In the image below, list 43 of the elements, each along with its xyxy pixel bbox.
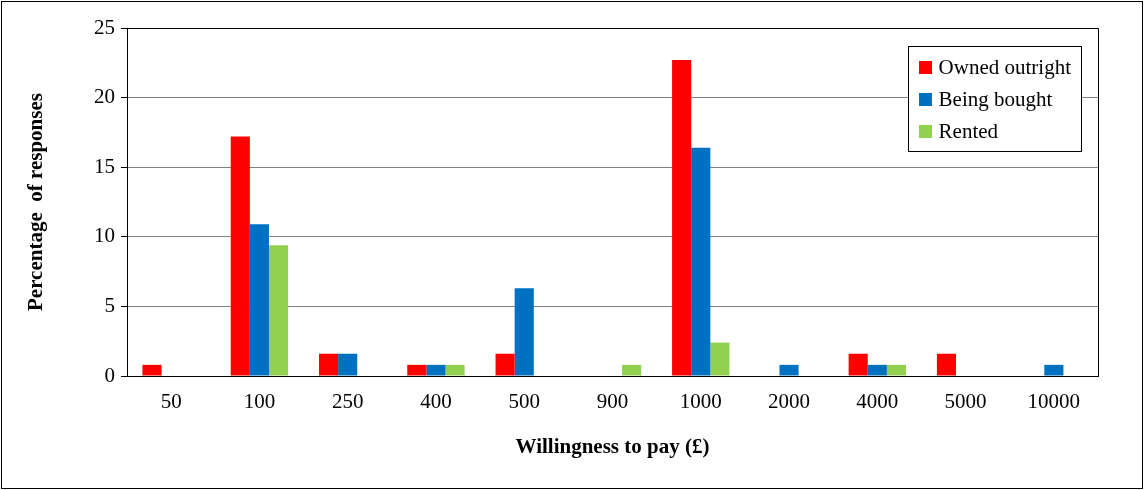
y-tick-label: 10 (94, 223, 115, 248)
x-tick-label: 100 (243, 389, 276, 414)
y-tick-label: 5 (104, 292, 115, 317)
y-tick-label: 15 (94, 153, 115, 178)
y-tick-label: 20 (94, 84, 115, 109)
bar (691, 147, 711, 376)
bar (867, 364, 887, 376)
x-tick-label: 500 (508, 389, 540, 414)
y-tick-label: 25 (94, 14, 115, 39)
bar (338, 353, 358, 376)
x-axis-title: Willingness to pay (£) (515, 433, 710, 458)
bar (230, 136, 250, 376)
bar (268, 245, 289, 376)
bar (407, 364, 427, 376)
bar (886, 364, 907, 376)
bar (936, 353, 957, 376)
bar (495, 353, 515, 376)
x-tick-label: 50 (160, 389, 182, 414)
x-tick-label: 400 (420, 389, 452, 414)
bar (779, 364, 799, 376)
x-tick-label: 4000 (856, 389, 899, 414)
x-tick-label: 10000 (1027, 389, 1081, 414)
bar (622, 364, 642, 376)
x-tick-label: 900 (596, 389, 629, 414)
x-tick-label: 250 (331, 389, 364, 414)
legend-label: Rented (938, 118, 999, 145)
bar (848, 353, 868, 376)
bar (249, 224, 269, 376)
bar (142, 364, 162, 376)
x-tick-label: 5000 (944, 389, 987, 414)
bar (710, 342, 730, 376)
y-axis-title: Percentage of responses (23, 93, 48, 311)
x-tick-label: 1000 (679, 389, 722, 414)
bar (1044, 364, 1064, 376)
bar (514, 288, 534, 376)
y-tick-label: 0 (104, 362, 115, 387)
bar (318, 353, 339, 376)
legend-label: Being bought (938, 86, 1053, 113)
legend-label: Owned outright (938, 54, 1071, 81)
bar (445, 364, 465, 376)
bar (426, 364, 446, 376)
x-tick-label: 2000 (768, 389, 811, 414)
bar (672, 60, 692, 376)
